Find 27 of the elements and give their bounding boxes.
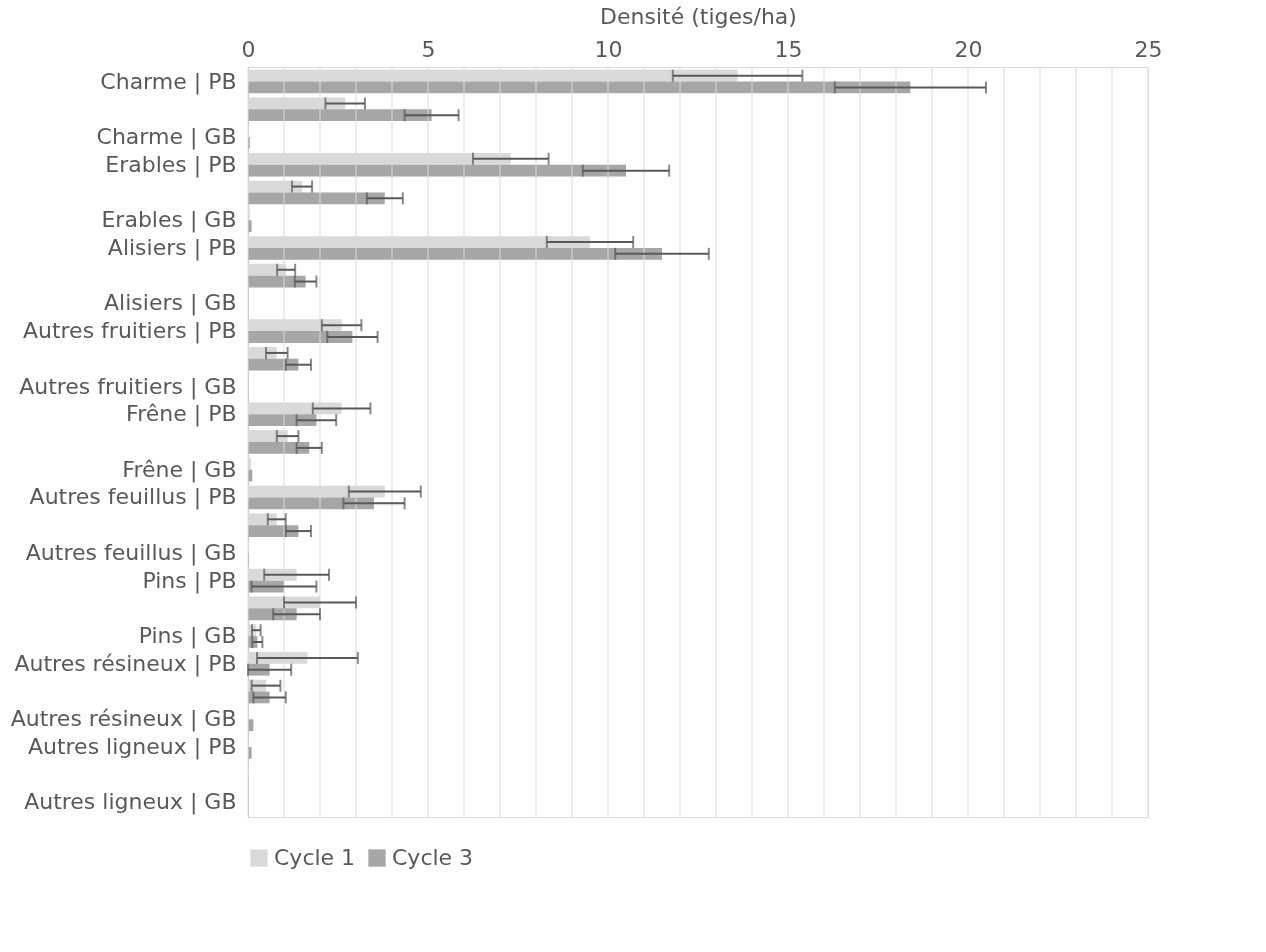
y-tick-label: Autres ligneux | PB (27, 733, 237, 760)
y-tick-label: Frêne | PB (126, 401, 237, 428)
y-tick-label: Autres fruitiers | PB (22, 318, 237, 345)
y-tick-label: Charme | GB (96, 124, 237, 151)
x-tick-label: 20 (954, 36, 983, 62)
y-tick-label: Alisiers | PB (107, 234, 237, 261)
x-tick-label: 10 (594, 36, 623, 62)
y-tick-label: Autres fruitiers | GB (19, 373, 237, 400)
legend-label: Cycle 1 (274, 845, 356, 870)
legend-label: Cycle 3 (392, 845, 474, 870)
y-tick-label: Autres feuillus | PB (29, 484, 237, 511)
y-tick-label: Autres feuillus | GB (25, 539, 237, 566)
y-tick-label: Frêne | GB (122, 456, 237, 483)
x-axis-title: Densité (tiges/ha) (600, 3, 797, 29)
y-tick-label: Pins | GB (138, 623, 237, 650)
y-tick-label: Pins | PB (142, 567, 237, 594)
y-tick-label: Alisiers | GB (104, 290, 237, 317)
y-tick-label: Autres résineux | PB (14, 650, 237, 677)
x-tick-label: 25 (1134, 36, 1163, 62)
y-tick-label: Charme | PB (100, 68, 237, 95)
x-tick-label: 0 (241, 36, 256, 62)
y-tick-label: Autres résineux | GB (10, 706, 237, 733)
y-tick-label: Autres ligneux | GB (24, 789, 237, 816)
y-tick-label: Erables | PB (105, 151, 237, 178)
x-tick-label: 5 (421, 36, 436, 62)
x-tick-label: 15 (774, 36, 803, 62)
y-tick-label: Erables | GB (101, 207, 237, 234)
